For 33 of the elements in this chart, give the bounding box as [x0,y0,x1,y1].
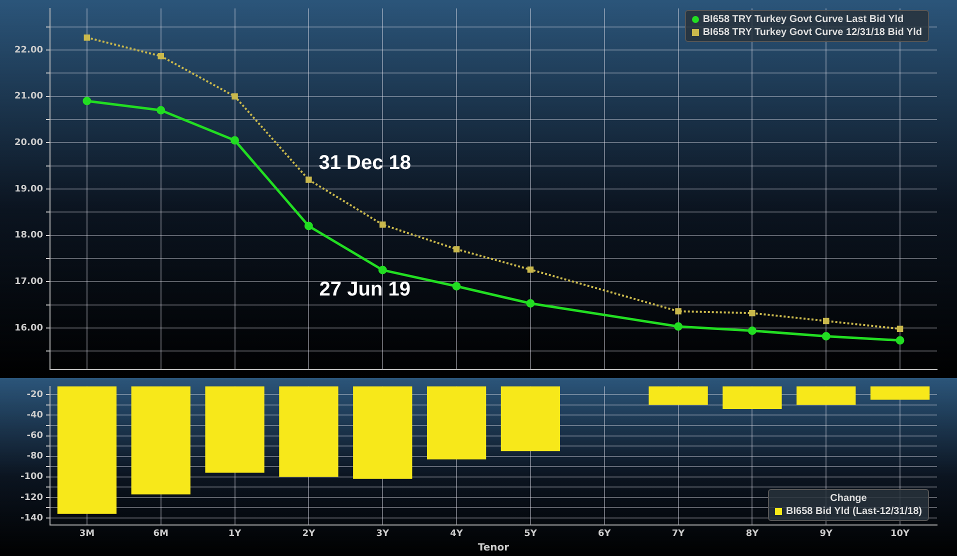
x-tick-label: 4Y [450,528,464,539]
y-tick-label: 20.00 [14,138,43,148]
x-tick-label: 1Y [228,528,242,539]
legend-label: BI658 TRY Turkey Govt Curve Last Bid Yld [702,14,904,26]
x-tick-label: 6M [153,528,169,539]
y-tick-label: -120 [20,492,43,503]
y-tick-label: -60 [26,431,43,442]
y-tick-label: 19.00 [14,184,43,194]
annotation: 31 Dec 18 [318,152,412,174]
x-tick-label: 3M [79,528,95,539]
legend-label: BI658 Bid Yld (Last-12/31/18) [786,506,922,518]
y-tick-label: -80 [26,452,43,462]
y-tick-label: -20 [26,390,43,400]
y-tick-label: 22.00 [14,45,43,56]
x-tick-label: 5Y [524,528,538,539]
y-tick-label: 21.00 [14,92,43,102]
x-tick-label: 8Y [746,528,760,539]
x-tick-label: 6Y [598,528,612,539]
legend-title: Change [829,492,868,506]
y-tick-label: 18.00 [14,230,43,241]
y-tick-label: 16.00 [14,323,43,334]
y-tick-label: -40 [26,410,43,421]
x-tick-label: 9Y [820,528,833,539]
y-tick-label: -140 [20,513,43,524]
x-tick-label: 10Y [890,528,910,539]
y-tick-label: 17.00 [14,276,43,287]
x-axis-title: Tenor [478,542,510,554]
y-tick-label: -100 [20,472,43,482]
legend-label: BI658 TRY Turkey Govt Curve 12/31/18 Bid Yld [702,27,922,38]
annotation: 27 Jun 19 [319,278,410,301]
x-tick-label: 3Y [376,528,390,539]
x-tick-label: 2Y [302,528,316,539]
x-tick-label: 7Y [672,528,686,539]
